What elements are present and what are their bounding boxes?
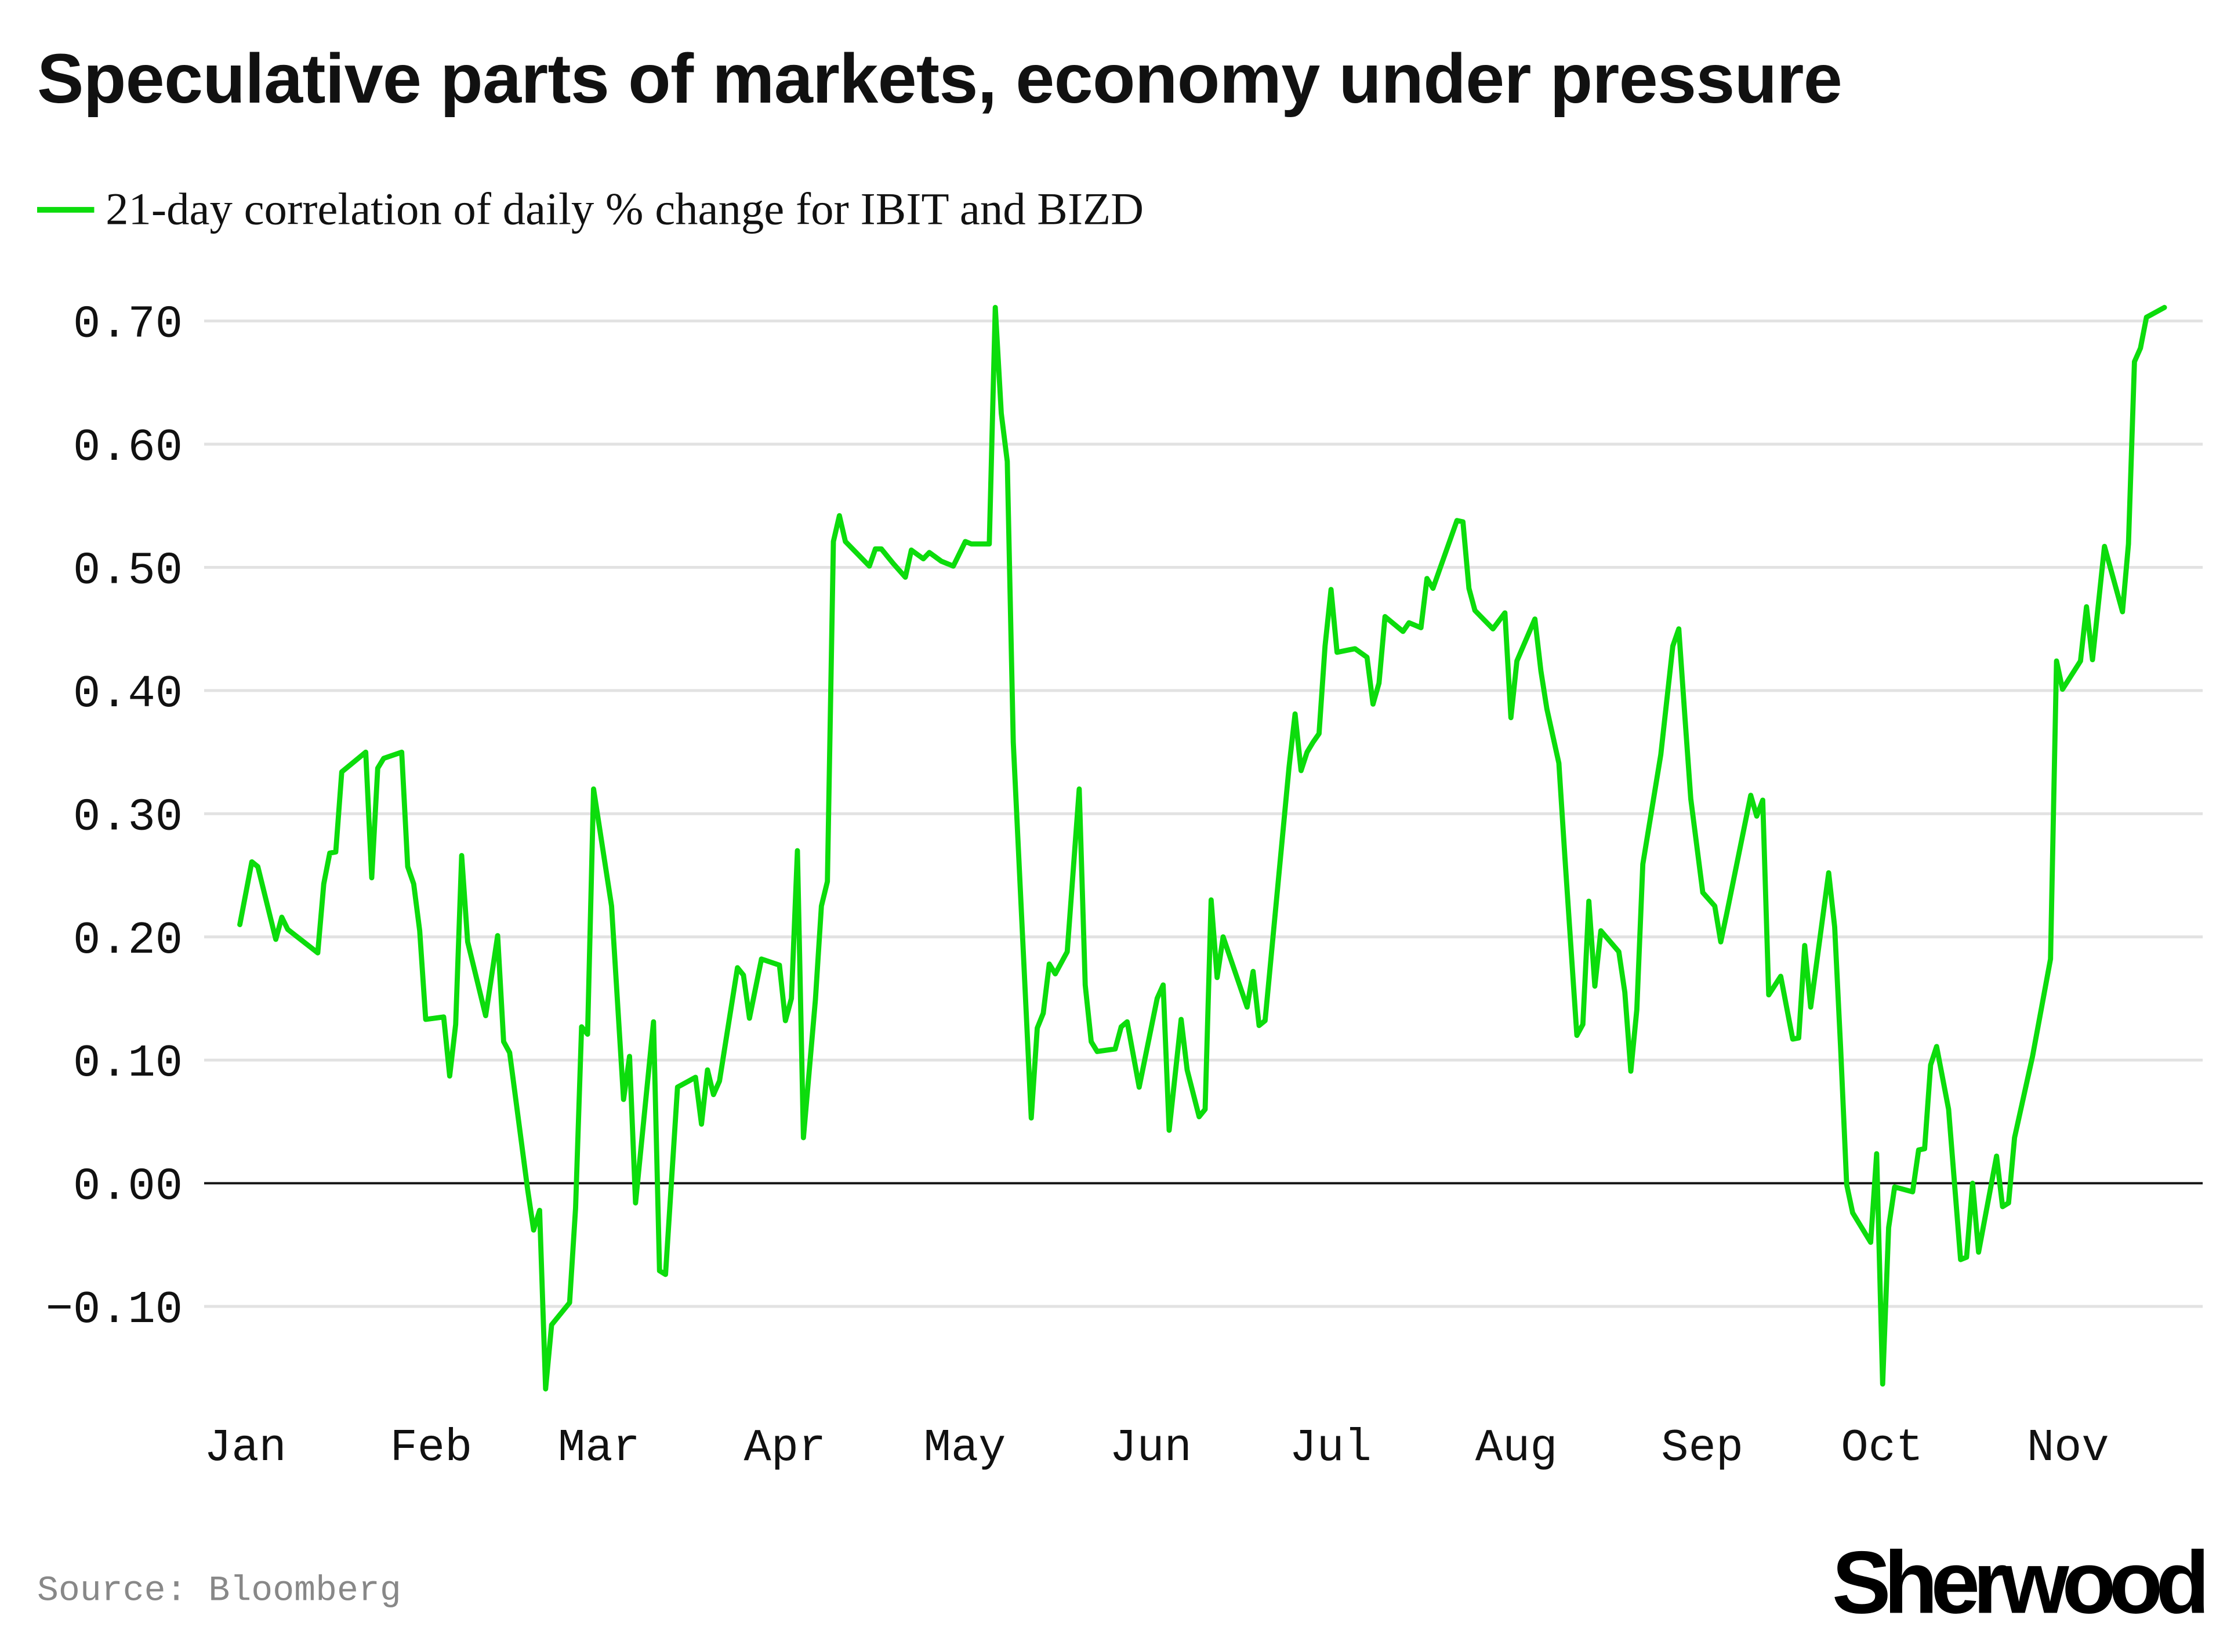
x-tick-label: Oct (1841, 1422, 1923, 1474)
legend: 21-day correlation of daily % change for… (37, 183, 1144, 235)
y-tick-label: 0.10 (73, 1037, 183, 1090)
legend-label: 21-day correlation of daily % change for… (106, 183, 1144, 234)
x-tick-label: Sep (1661, 1422, 1743, 1474)
x-tick-label: Aug (1475, 1422, 1558, 1474)
x-tick-label: Feb (390, 1422, 472, 1474)
y-tick-label: 0.70 (73, 299, 183, 351)
y-tick-label: −0.10 (46, 1284, 183, 1336)
x-tick-label: Mar (558, 1422, 640, 1474)
correlation-series-line (237, 304, 2167, 1392)
y-tick-label: 0.50 (73, 545, 183, 597)
y-tick-label: 0.00 (73, 1161, 183, 1213)
y-tick-label: 0.60 (73, 422, 183, 474)
x-tick-label: Jul (1289, 1422, 1372, 1474)
x-tick-label: Jan (204, 1422, 286, 1474)
x-tick-label: Apr (743, 1422, 826, 1474)
legend-swatch (37, 206, 95, 212)
y-tick-label: 0.20 (73, 914, 183, 967)
chart-title: Speculative parts of markets, economy un… (37, 41, 1842, 119)
source-note: Source: Bloomberg (37, 1570, 401, 1612)
sherwood-logo: Sherwood (1831, 1534, 2210, 1633)
x-tick-label: Jun (1109, 1422, 1192, 1474)
x-tick-label: May (924, 1422, 1006, 1474)
y-tick-label: 0.40 (73, 668, 183, 720)
y-tick-label: 0.30 (73, 791, 183, 843)
x-tick-label: Nov (2027, 1422, 2109, 1474)
